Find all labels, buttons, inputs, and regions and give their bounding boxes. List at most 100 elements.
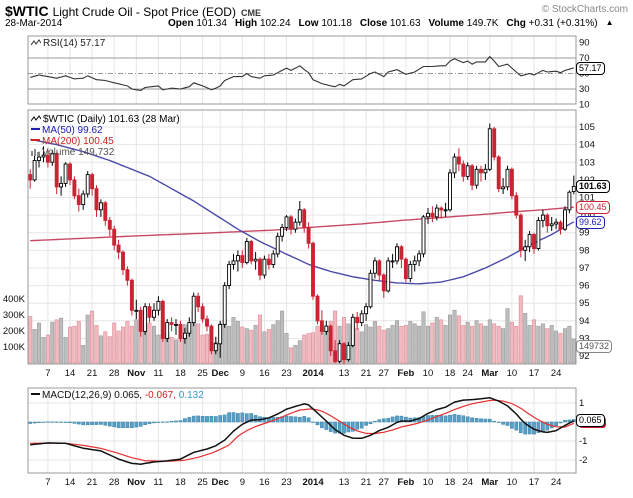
- quote-open: Open 101.34: [168, 18, 227, 29]
- axis-label: 7: [45, 368, 50, 379]
- axis-label: 300K: [3, 310, 26, 321]
- axis-label: 14: [65, 368, 76, 379]
- ma200-line-icon: [31, 139, 40, 142]
- axis-label: 24: [462, 477, 473, 488]
- copyright: © StockCharts.com: [541, 4, 628, 15]
- axis-label: 99: [579, 228, 590, 239]
- axis-label: 94: [579, 316, 590, 327]
- axis-label: 200K: [3, 326, 26, 337]
- volume-legend: Volume 149,732: [31, 147, 180, 158]
- change-up-arrow-icon: ▲: [605, 18, 614, 27]
- rsi-value-box: 57.17: [576, 62, 605, 75]
- quote-volume: Volume 149.7K: [428, 18, 499, 29]
- axis-label: 10: [507, 368, 518, 379]
- quote-close: Close 101.63: [359, 18, 421, 29]
- ma200-value-box: 100.45: [576, 201, 610, 214]
- quote-low: Low 101.18: [298, 18, 352, 29]
- axis-label: 16: [259, 477, 270, 488]
- macd-histogram: [28, 412, 576, 435]
- axis-label: 18: [175, 477, 186, 488]
- axis-label: 95: [579, 298, 590, 309]
- axis-label: 7: [45, 477, 50, 488]
- ma200-line: [30, 206, 574, 242]
- axis-label: Nov: [127, 368, 146, 379]
- axis-label: 28: [109, 368, 120, 379]
- macd-legend: MACD(12,26,9) 0.065, -0.067, 0.132: [31, 390, 204, 401]
- gridlines: [28, 36, 576, 473]
- axis-label: 105: [579, 122, 595, 133]
- axis-label: 97: [579, 263, 590, 274]
- macd-line: [30, 396, 575, 465]
- axis-label: 400K: [3, 294, 26, 305]
- axis-label: 103: [579, 157, 595, 168]
- axis-label: 9: [240, 477, 245, 488]
- rsi-legend: RSI(14) 57.17: [30, 38, 105, 49]
- axis-label: 24: [551, 477, 562, 488]
- axis-label: 18: [175, 368, 186, 379]
- axis-label: 10: [579, 100, 590, 111]
- ma50-legend: MA(50) 99.62: [31, 125, 180, 136]
- axis-label: 96: [579, 281, 590, 292]
- axis-label: 25: [197, 477, 208, 488]
- axis-label: 23: [281, 477, 292, 488]
- axis-label: 10: [423, 477, 434, 488]
- axis-label: 100K: [3, 342, 26, 353]
- candlesticks: [28, 123, 576, 365]
- rsi-line: [30, 55, 574, 92]
- axis-label: 70: [579, 53, 590, 64]
- indicator-icon: [30, 39, 42, 46]
- axis-label: 27: [378, 477, 389, 488]
- axis-label: 24: [551, 368, 562, 379]
- axis-label: 11: [153, 477, 163, 488]
- axis-label: 17: [529, 368, 540, 379]
- chart-header: $WTIC Light Crude Oil - Spot Price (EOD) C…: [5, 3, 261, 21]
- axis-label: 21: [87, 368, 98, 379]
- exchange: CME: [240, 8, 261, 18]
- axis-label: 90: [579, 38, 590, 49]
- axis-label: Mar: [481, 368, 498, 379]
- ma200-legend: MA(200) 100.45: [31, 136, 180, 147]
- axis-label: Mar: [481, 477, 498, 488]
- axis-label: 16: [259, 368, 270, 379]
- axis-label: 27: [378, 368, 389, 379]
- chart-type-icon: [30, 115, 42, 122]
- main-legend-title: $WTIC (Daily) 101.63 (28 Mar): [30, 114, 180, 125]
- axis-label: 21: [361, 368, 372, 379]
- axis-label: 10: [423, 368, 434, 379]
- quote-date: 28-Mar-2014: [5, 18, 63, 29]
- axis-label: 93: [579, 333, 590, 344]
- axis-label: 23: [281, 368, 292, 379]
- volume-bars: [28, 295, 576, 364]
- panel-borders: [27, 35, 577, 474]
- axis-label: 98: [579, 245, 590, 256]
- axis-label: -1: [579, 436, 587, 447]
- axis-label: 13: [339, 477, 350, 488]
- axis-label: -2: [579, 455, 587, 466]
- axis-label: 21: [87, 477, 98, 488]
- main-legend: $WTIC (Daily) 101.63 (28 Mar) MA(50) 99.…: [30, 114, 180, 158]
- ma50-line: [30, 138, 575, 285]
- axis-label: 104: [579, 140, 595, 151]
- axis-label: Dec: [212, 368, 229, 379]
- axis-label: 28: [109, 477, 120, 488]
- macd-signal-value: -0.067,: [142, 390, 176, 401]
- axis-label: 14: [65, 477, 76, 488]
- ma50-value-box: 99.62: [576, 216, 605, 229]
- quote-high: High 102.24: [234, 18, 291, 29]
- quote-change: Chg +0.31 (+0.31%): [506, 18, 598, 29]
- macd-signal-line: [30, 399, 575, 462]
- volume-bars-icon: [31, 149, 39, 157]
- chart-title: Light Crude Oil - Spot Price (EOD): [52, 5, 236, 19]
- axis-label: 24: [462, 368, 473, 379]
- axis-label: 17: [529, 477, 540, 488]
- axis-label: 2014: [302, 368, 324, 379]
- axis-label: 18: [445, 477, 456, 488]
- ma50-line-icon: [31, 128, 40, 131]
- axis-label: Feb: [397, 477, 414, 488]
- axis-label: 92: [579, 351, 590, 362]
- axis-label: 30: [579, 84, 590, 95]
- axis-label: 21: [361, 477, 372, 488]
- axis-label: 11: [153, 368, 163, 379]
